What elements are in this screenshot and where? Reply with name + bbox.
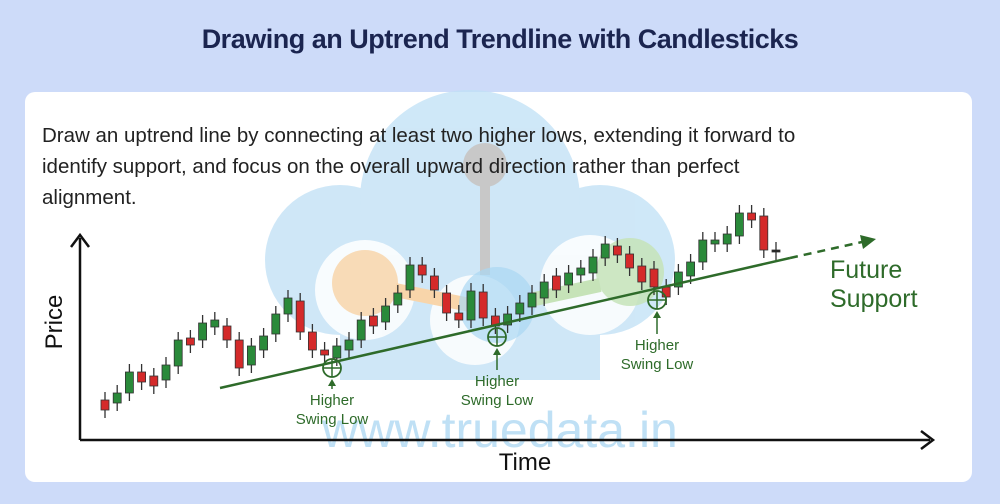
candle-body [600, 243, 610, 259]
description: Draw an uptrend line by connecting at le… [42, 120, 795, 213]
candle-body [771, 249, 781, 253]
candle-body [173, 339, 183, 367]
axes [70, 232, 936, 450]
highlight-blue [459, 267, 535, 343]
candle-body [198, 322, 208, 341]
candle-body [625, 253, 634, 269]
title: Drawing an Uptrend Trendline with Candle… [201, 24, 799, 54]
candle-body [442, 292, 452, 314]
candle-body [661, 286, 671, 298]
swing-low-arrowhead [653, 311, 661, 318]
candle-body [161, 364, 171, 381]
swing-low-label: Higher [310, 392, 354, 409]
swing-low-arrowhead [328, 379, 336, 386]
candle-body [613, 245, 622, 256]
candle-body [686, 261, 695, 277]
trend-label: Support [830, 285, 918, 313]
swing-low-label: Higher [635, 337, 679, 354]
candle-body [210, 319, 220, 328]
candle-body [137, 371, 147, 383]
candle-body [637, 265, 647, 283]
candle-body [698, 239, 708, 263]
candle-body [259, 335, 269, 351]
candle-body [393, 292, 403, 306]
candle-body [100, 399, 110, 411]
candle-body [564, 272, 573, 286]
candle-body [234, 339, 244, 369]
candle-body [588, 256, 598, 274]
candle-body [417, 264, 427, 276]
candle-body [222, 325, 232, 341]
description-line: identify support, and focus on the overa… [42, 155, 740, 178]
candle-body [710, 239, 720, 245]
trendline-extension [789, 240, 863, 260]
candle-body [283, 297, 293, 315]
candle-body [405, 264, 415, 291]
candle-body [320, 349, 330, 356]
candle-body [112, 392, 122, 404]
candle-body [295, 300, 305, 333]
swing-low-label: Swing Low [461, 392, 534, 409]
swing-low-label: Swing Low [296, 411, 369, 428]
candle-body [368, 315, 378, 327]
trendline [219, 256, 791, 390]
candle-body [674, 271, 683, 288]
trendline-arrow [860, 235, 876, 249]
candle-body [503, 313, 513, 326]
swing-low-label: Higher [475, 373, 519, 390]
candle-body [381, 305, 391, 323]
candle-body [356, 319, 366, 341]
description-line: Draw an uptrend line by connecting at le… [42, 124, 796, 147]
highlight-bar [393, 283, 472, 312]
candle-body [747, 212, 756, 221]
x-axis-label: Time [499, 449, 551, 476]
candles [100, 205, 781, 418]
candle-body [539, 281, 549, 299]
candle-body [271, 313, 281, 335]
candle-body [478, 291, 488, 319]
candle-body [735, 212, 744, 237]
swing-lows: Higher Swing Low Higher Swing Low Higher Swin… [296, 290, 694, 428]
candle-body [344, 339, 354, 351]
candle-body [185, 337, 195, 346]
candle-body [125, 371, 134, 394]
candle-body [649, 268, 659, 288]
candle-body [722, 233, 732, 245]
swing-low-arrowhead [493, 348, 501, 355]
y-axis-label: Price [41, 295, 68, 350]
watermark-text: www.truedata.in [321, 402, 678, 458]
candle-body [429, 275, 439, 291]
candle-body [454, 312, 464, 321]
candle-body [246, 345, 256, 366]
candle-body [527, 292, 537, 308]
candle-body [466, 290, 476, 321]
description-line: alignment. [42, 186, 137, 209]
trend-label: Future [830, 256, 902, 284]
candle-body [515, 302, 525, 315]
candle-body [552, 275, 561, 291]
candle-body [332, 345, 342, 359]
watermark-knob [463, 143, 507, 187]
swing-low-label: Swing Low [621, 356, 694, 373]
candle-body [149, 375, 159, 387]
candle-body [759, 215, 769, 251]
candle-body [576, 267, 586, 276]
candle-body [307, 331, 317, 351]
highlight-orange [332, 250, 398, 316]
